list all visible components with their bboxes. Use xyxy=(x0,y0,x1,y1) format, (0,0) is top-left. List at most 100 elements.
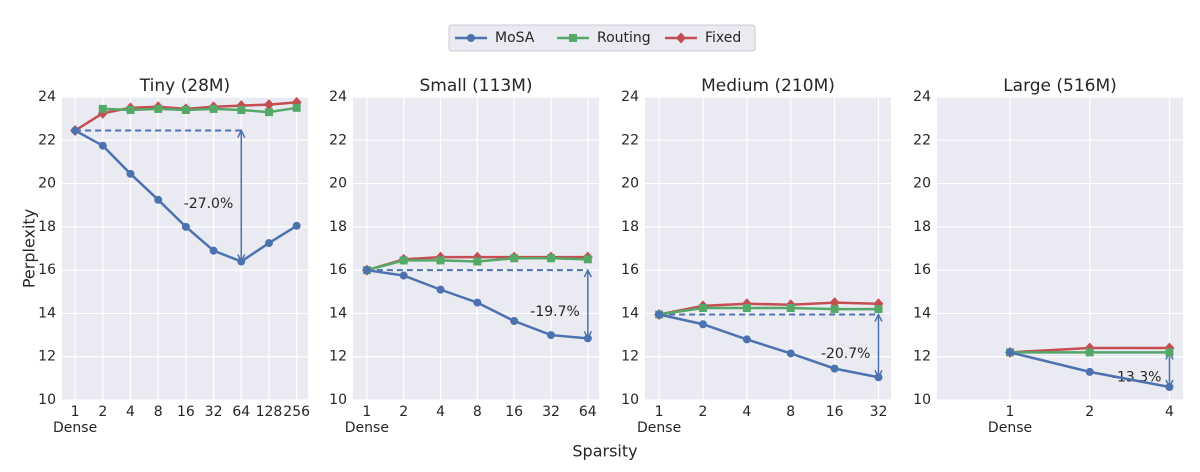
marker xyxy=(786,304,795,313)
x-tick-label: 1 xyxy=(655,404,664,420)
marker xyxy=(436,285,445,294)
y-tick-label: 12 xyxy=(38,349,56,365)
x-tick-label: 16 xyxy=(826,404,844,420)
marker xyxy=(264,239,273,248)
marker xyxy=(473,298,482,307)
legend-box xyxy=(448,24,756,52)
y-tick-label: 24 xyxy=(621,89,639,105)
marker xyxy=(830,364,839,373)
x-tick-label: 32 xyxy=(870,404,888,420)
annotation: -13.3% xyxy=(1112,370,1162,386)
y-tick-label: 20 xyxy=(38,176,56,192)
marker xyxy=(126,169,135,178)
marker xyxy=(874,373,883,382)
marker xyxy=(98,141,107,150)
marker xyxy=(742,304,751,313)
marker xyxy=(742,335,751,344)
plot-area xyxy=(645,97,891,400)
marker xyxy=(263,99,274,111)
y-tick-label: 14 xyxy=(913,305,931,321)
x-tick-label: 256 xyxy=(283,404,310,420)
x-tick-label: 16 xyxy=(177,404,195,420)
marker xyxy=(399,271,408,280)
marker xyxy=(874,305,883,314)
y-tick-label: 20 xyxy=(913,176,931,192)
x-tick-label: 4 xyxy=(1165,404,1174,420)
marker xyxy=(237,257,246,266)
annotation: -27.0% xyxy=(184,196,234,212)
marker xyxy=(126,105,135,114)
marker xyxy=(154,195,163,204)
y-tick-label: 14 xyxy=(329,305,347,321)
x-axis-label: Sparsity xyxy=(572,442,637,461)
y-tick-label: 22 xyxy=(913,132,931,148)
legend-label: Fixed xyxy=(705,30,741,46)
y-tick-label: 18 xyxy=(913,219,931,235)
arrow-head xyxy=(583,268,592,278)
chart-title: Medium (210M) xyxy=(701,76,835,96)
x-tick-label: 2 xyxy=(98,404,107,420)
marker xyxy=(209,246,218,255)
y-tick-label: 14 xyxy=(621,305,639,321)
marker xyxy=(698,304,707,313)
legend-label: Routing xyxy=(597,30,651,46)
marker xyxy=(292,103,301,112)
y-tick-label: 18 xyxy=(38,219,56,235)
series-line xyxy=(102,106,297,114)
y-tick-label: 12 xyxy=(329,349,347,365)
annotation: -19.7% xyxy=(530,304,580,320)
x-tick-label: 4 xyxy=(126,404,135,420)
marker xyxy=(830,305,839,314)
marker xyxy=(583,255,592,264)
plot-area xyxy=(937,97,1183,400)
chart-title: Tiny (28M) xyxy=(139,76,230,96)
x-tick-sublabel: Dense xyxy=(988,420,1032,436)
arrow-head xyxy=(237,128,246,138)
chart-title: Small (113M) xyxy=(420,76,533,96)
legend-label: MoSA xyxy=(495,30,535,46)
y-tick-label: 10 xyxy=(913,392,931,408)
x-tick-label: 16 xyxy=(505,404,523,420)
y-tick-label: 10 xyxy=(329,392,347,408)
arrow-head xyxy=(874,312,883,322)
y-tick-label: 16 xyxy=(621,262,639,278)
y-tick-label: 12 xyxy=(621,349,639,365)
x-tick-label: 2 xyxy=(699,404,708,420)
y-tick-label: 18 xyxy=(621,219,639,235)
y-tick-label: 10 xyxy=(621,392,639,408)
marker xyxy=(655,310,664,319)
y-tick-label: 14 xyxy=(38,305,56,321)
y-tick-label: 16 xyxy=(38,262,56,278)
series-line xyxy=(658,313,879,379)
plot-area xyxy=(353,97,599,400)
marker xyxy=(71,126,80,135)
x-tick-label: 1 xyxy=(71,404,80,420)
marker xyxy=(264,108,273,117)
marker xyxy=(786,349,795,358)
marker xyxy=(510,254,519,263)
legend-marker xyxy=(676,32,686,44)
y-tick-label: 22 xyxy=(621,132,639,148)
marker xyxy=(362,266,371,275)
y-tick-label: 12 xyxy=(913,349,931,365)
y-axis-label: Perplexity xyxy=(20,209,39,288)
annotation: -20.7% xyxy=(821,346,871,362)
marker xyxy=(1165,348,1174,357)
marker xyxy=(181,105,190,114)
marker xyxy=(98,104,107,113)
marker xyxy=(510,317,519,326)
marker xyxy=(436,256,445,265)
marker xyxy=(1085,367,1094,376)
marker xyxy=(546,331,555,340)
chart-title: Large (516M) xyxy=(1003,76,1117,96)
marker xyxy=(1085,348,1094,357)
x-tick-label: 32 xyxy=(205,404,223,420)
x-tick-label: 128 xyxy=(256,404,283,420)
marker xyxy=(154,104,163,113)
y-tick-label: 18 xyxy=(329,219,347,235)
x-tick-label: 8 xyxy=(154,404,163,420)
marker xyxy=(237,105,246,114)
y-tick-label: 22 xyxy=(38,132,56,148)
y-tick-label: 20 xyxy=(329,176,347,192)
